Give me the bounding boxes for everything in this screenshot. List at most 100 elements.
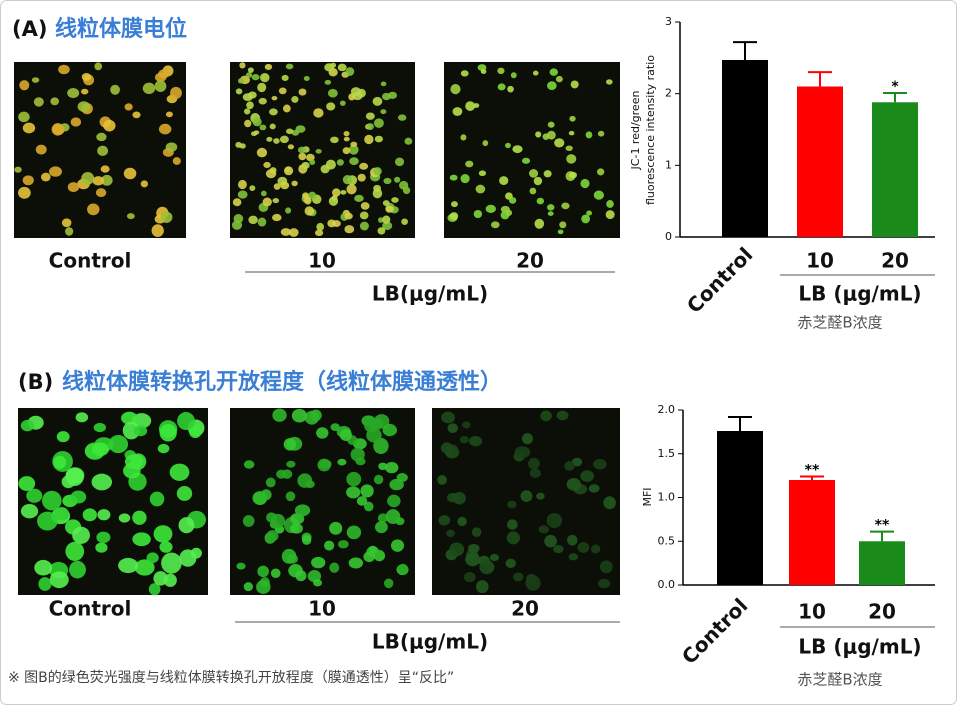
micrograph [230, 62, 415, 238]
cell [247, 67, 254, 73]
cell [380, 109, 387, 115]
cell [256, 147, 268, 158]
cell [337, 540, 349, 549]
cell [243, 108, 251, 115]
cell [286, 128, 294, 135]
cell [97, 509, 111, 521]
cell [69, 560, 86, 579]
cell [266, 136, 273, 142]
cell [336, 159, 344, 166]
cell [142, 82, 156, 95]
cell [593, 190, 604, 200]
cell [248, 215, 258, 225]
panel-label: (B) [18, 370, 53, 394]
cell [26, 488, 43, 503]
cell [288, 564, 303, 578]
cell [290, 523, 303, 534]
cell [178, 517, 195, 534]
cell [291, 95, 299, 103]
cell [272, 408, 287, 422]
cell [259, 124, 267, 131]
cell [473, 209, 483, 219]
cell [343, 136, 350, 142]
cell [356, 496, 368, 506]
cell [557, 229, 564, 235]
image-label: 10 [308, 249, 336, 273]
cell [342, 175, 353, 185]
cell [382, 200, 390, 206]
cell [33, 97, 44, 107]
cell [264, 63, 273, 70]
y-tick-label: 2.0 [658, 403, 676, 416]
y-tick-label: 3 [665, 15, 672, 28]
cell [346, 486, 361, 499]
cell [593, 458, 607, 470]
cell [337, 458, 347, 466]
cell [546, 204, 555, 211]
cell [606, 79, 613, 85]
cell [149, 491, 165, 507]
cell [236, 562, 246, 570]
cell [332, 220, 341, 227]
cell [271, 95, 278, 101]
cell [528, 457, 540, 470]
image-label: 20 [511, 597, 539, 621]
image-label: Control [49, 249, 132, 273]
cell [372, 188, 383, 199]
cell [441, 411, 455, 424]
cell [344, 225, 355, 234]
cell [258, 97, 267, 105]
cell [298, 88, 307, 96]
cell [34, 559, 53, 576]
cell [532, 70, 539, 76]
cell [170, 86, 182, 100]
cell [316, 427, 329, 439]
cell [597, 130, 605, 137]
cell [559, 221, 567, 229]
y-tick-label: 0.5 [658, 534, 676, 547]
cell [245, 72, 253, 78]
cell [373, 474, 384, 485]
cell [260, 190, 267, 197]
cell [529, 468, 541, 478]
cell [148, 583, 161, 596]
cell [288, 228, 299, 237]
cell [357, 173, 366, 182]
cell [387, 494, 401, 508]
cell [108, 435, 129, 454]
cell [549, 68, 559, 76]
cell [244, 119, 252, 128]
cell [599, 560, 613, 574]
cell [53, 455, 67, 469]
cell [462, 421, 471, 429]
cell [61, 218, 72, 228]
panel-label: (A) [12, 17, 47, 41]
cell [298, 152, 307, 161]
cell [65, 541, 85, 562]
cell [250, 131, 258, 137]
cell [437, 474, 447, 485]
cell [96, 531, 111, 544]
cell [469, 435, 483, 447]
cell [540, 410, 552, 422]
cell [294, 504, 311, 517]
cell [382, 215, 391, 224]
cell [310, 409, 322, 422]
cell [262, 197, 272, 207]
cell [237, 190, 248, 199]
cell [297, 146, 306, 154]
cell [514, 446, 531, 459]
cell [314, 229, 324, 237]
cell [95, 542, 108, 553]
cell [452, 107, 463, 116]
cell [507, 85, 514, 93]
cell [591, 544, 601, 554]
cell [270, 513, 286, 529]
cell [330, 136, 339, 144]
cell [249, 185, 256, 191]
cell [547, 81, 557, 90]
cell [93, 422, 106, 433]
cell [251, 74, 260, 81]
cell [169, 463, 190, 481]
